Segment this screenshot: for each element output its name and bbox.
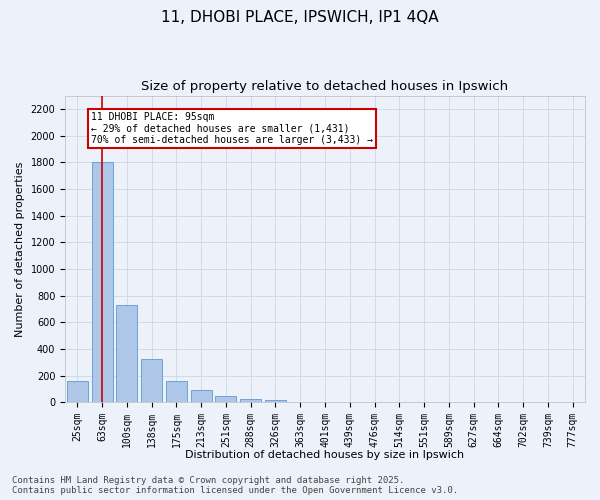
- Text: 11, DHOBI PLACE, IPSWICH, IP1 4QA: 11, DHOBI PLACE, IPSWICH, IP1 4QA: [161, 10, 439, 25]
- Title: Size of property relative to detached houses in Ipswich: Size of property relative to detached ho…: [142, 80, 509, 93]
- Bar: [141, 359, 162, 402]
- Y-axis label: Number of detached properties: Number of detached properties: [15, 161, 25, 336]
- X-axis label: Distribution of detached houses by size in Ipswich: Distribution of detached houses by size …: [185, 450, 464, 460]
- Bar: [116, 305, 137, 402]
- Bar: [240, 399, 261, 402]
- Text: 11 DHOBI PLACE: 95sqm
← 29% of detached houses are smaller (1,431)
70% of semi-d: 11 DHOBI PLACE: 95sqm ← 29% of detached …: [91, 112, 373, 146]
- Bar: [215, 396, 236, 402]
- Bar: [92, 162, 113, 402]
- Bar: [191, 390, 212, 402]
- Bar: [265, 400, 286, 402]
- Bar: [67, 381, 88, 402]
- Bar: [166, 381, 187, 402]
- Text: Contains HM Land Registry data © Crown copyright and database right 2025.
Contai: Contains HM Land Registry data © Crown c…: [12, 476, 458, 495]
